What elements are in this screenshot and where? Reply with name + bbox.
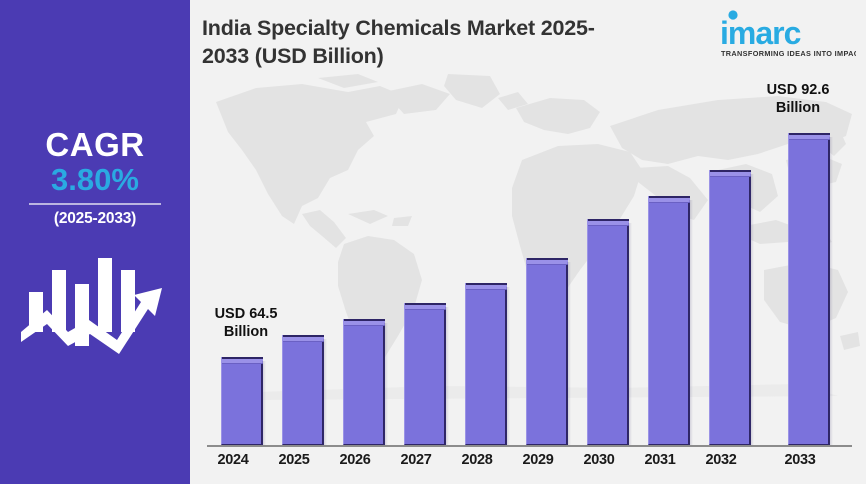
x-tick-2024: 2024 [217, 452, 249, 468]
x-tick-2027: 2027 [400, 452, 432, 468]
bar-2025[interactable] [282, 335, 327, 445]
bar-shadow [829, 137, 833, 445]
value-label-line1: USD 92.6 [766, 82, 830, 98]
bar-2033[interactable] [788, 133, 833, 445]
bar-shadow [262, 361, 266, 445]
bar-2032[interactable] [709, 170, 754, 445]
x-tick-2031: 2031 [644, 452, 676, 468]
value-label-line1: USD 64.5 [214, 306, 278, 322]
bar-cap [710, 170, 751, 177]
bar-2029[interactable] [526, 258, 571, 445]
bar-cap [466, 283, 507, 290]
value-label-line2: Billion [775, 99, 821, 116]
x-tick-2033: 2033 [784, 452, 816, 468]
value-label-2024: USD 64.5 Billion [198, 306, 294, 341]
bar-shadow [689, 200, 693, 445]
bar-2027[interactable] [404, 303, 449, 445]
bar-shadow [384, 323, 388, 445]
page-title: India Specialty Chemicals Market 2025-20… [202, 16, 595, 69]
bar-shadow [567, 262, 571, 445]
logo-dot-icon [728, 10, 738, 20]
bar-cap [405, 303, 446, 310]
x-tick-2026: 2026 [339, 452, 371, 468]
bar-cap [283, 335, 324, 342]
bar-cap [588, 219, 629, 226]
cagr-divider [29, 203, 161, 206]
cagr-title: CAGR [45, 126, 145, 163]
value-label-2033: USD 92.6 Billion [750, 82, 846, 117]
svg-text:imarc: imarc [720, 15, 801, 51]
bar-cap [649, 196, 690, 203]
bar-2028[interactable] [465, 283, 510, 445]
bar-cap [222, 357, 263, 364]
bar-shadow [506, 287, 510, 445]
x-tick-2025: 2025 [278, 452, 310, 468]
bar-2031[interactable] [648, 196, 693, 445]
svg-text:TRANSFORMING IDEAS INTO IMPACT: TRANSFORMING IDEAS INTO IMPACT [721, 49, 856, 58]
x-tick-2028: 2028 [461, 452, 493, 468]
cagr-period-label: (2025-2033) [53, 210, 137, 228]
bar-cap [527, 258, 568, 265]
bar-chart-growth-arrow-icon [21, 258, 169, 359]
bar-cap [789, 133, 830, 140]
x-tick-2032: 2032 [705, 452, 737, 468]
chart-area: India Specialty Chemicals Market 2025-20… [190, 0, 866, 484]
bar-shadow [445, 307, 449, 445]
bar-2026[interactable] [343, 319, 388, 445]
cagr-panel: CAGR 3.80% (2025-2033) [0, 0, 190, 484]
cagr-value: 3.80% [51, 161, 139, 197]
bar-cap [344, 319, 385, 326]
x-tick-2030: 2030 [583, 452, 615, 468]
x-tick-2029: 2029 [522, 452, 554, 468]
imarc-logo: imarc TRANSFORMING IDEAS INTO IMPACT [716, 6, 864, 64]
bar-2030[interactable] [587, 219, 632, 445]
bar-2024[interactable] [221, 357, 266, 445]
bar-shadow [628, 223, 632, 445]
value-label-line2: Billion [223, 323, 269, 340]
bar-shadow [750, 174, 754, 445]
bar-shadow [323, 339, 327, 445]
x-axis-line [207, 445, 852, 447]
bar-chart-plot: 2024 2025 2026 2027 2028 2029 2030 2031 … [190, 0, 866, 484]
